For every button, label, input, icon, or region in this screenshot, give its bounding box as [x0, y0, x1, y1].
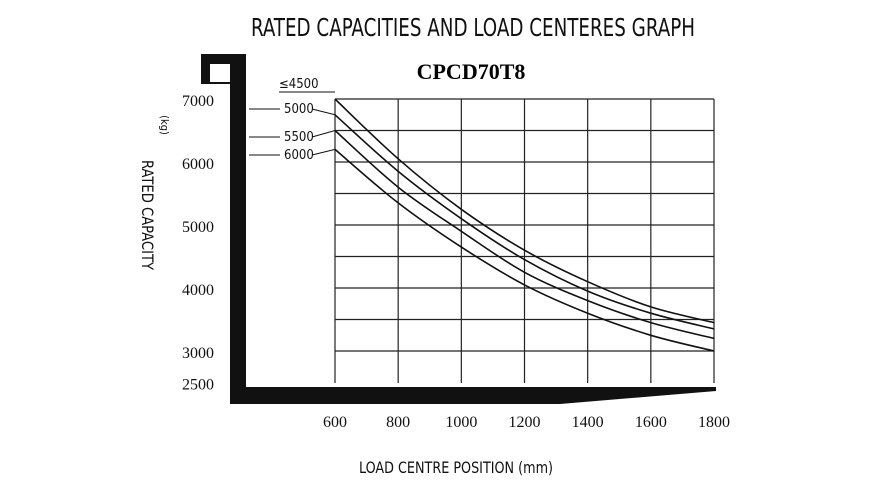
x-axis-label: LOAD CENTRE POSITION (mm) [359, 458, 553, 477]
x-tick-label: 800 [386, 414, 410, 431]
capacity-curves [334, 98, 715, 352]
series-curve-2 [334, 129, 715, 340]
series-label: 6000 [284, 148, 314, 163]
series-label: 5500 [284, 130, 314, 145]
x-tick-label: 1800 [698, 414, 730, 431]
series-leader-line [311, 130, 336, 138]
y-tick-label: 7000 [182, 93, 214, 110]
y-axis-label: RATED CAPACITY [138, 160, 157, 270]
series-leader-line [311, 108, 336, 116]
x-tick-label: 600 [323, 414, 347, 431]
series-labels: ≤4500 5000 5500 6000 [249, 77, 336, 163]
y-tick-label: 6000 [182, 156, 214, 173]
plot-grid [334, 98, 715, 383]
chart-title: RATED CAPACITIES AND LOAD CENTERES GRAPH [251, 13, 695, 42]
frame-bottom-bar [230, 387, 716, 404]
series-leader-line [311, 148, 336, 156]
frame-vertical-bar [230, 54, 246, 404]
y-tick-label: 4000 [182, 282, 214, 299]
series-label: 5000 [284, 102, 314, 117]
series-curve-0 [334, 98, 715, 324]
axis-frame [201, 54, 716, 404]
x-tick-label: 1600 [635, 414, 667, 431]
frame-hook-notch [210, 64, 230, 82]
y-tick-label: 3000 [182, 345, 214, 362]
y-tick-label: 5000 [182, 219, 214, 236]
y-tick-label: 2500 [182, 377, 214, 394]
x-tick-label: 1400 [572, 414, 604, 431]
series-label: ≤4500 [279, 77, 319, 92]
y-tick-labels: 7000 6000 5000 4000 3000 2500 [182, 93, 214, 394]
series-curve-1 [334, 114, 715, 330]
series-curve-3 [334, 148, 715, 352]
x-tick-labels: 600 800 1000 1200 1400 1600 1800 [323, 414, 730, 431]
x-tick-label: 1200 [509, 414, 541, 431]
x-tick-label: 1000 [445, 414, 477, 431]
chart-subtitle: CPCD70T8 [417, 59, 526, 84]
y-axis-unit: (kg) [158, 115, 171, 135]
